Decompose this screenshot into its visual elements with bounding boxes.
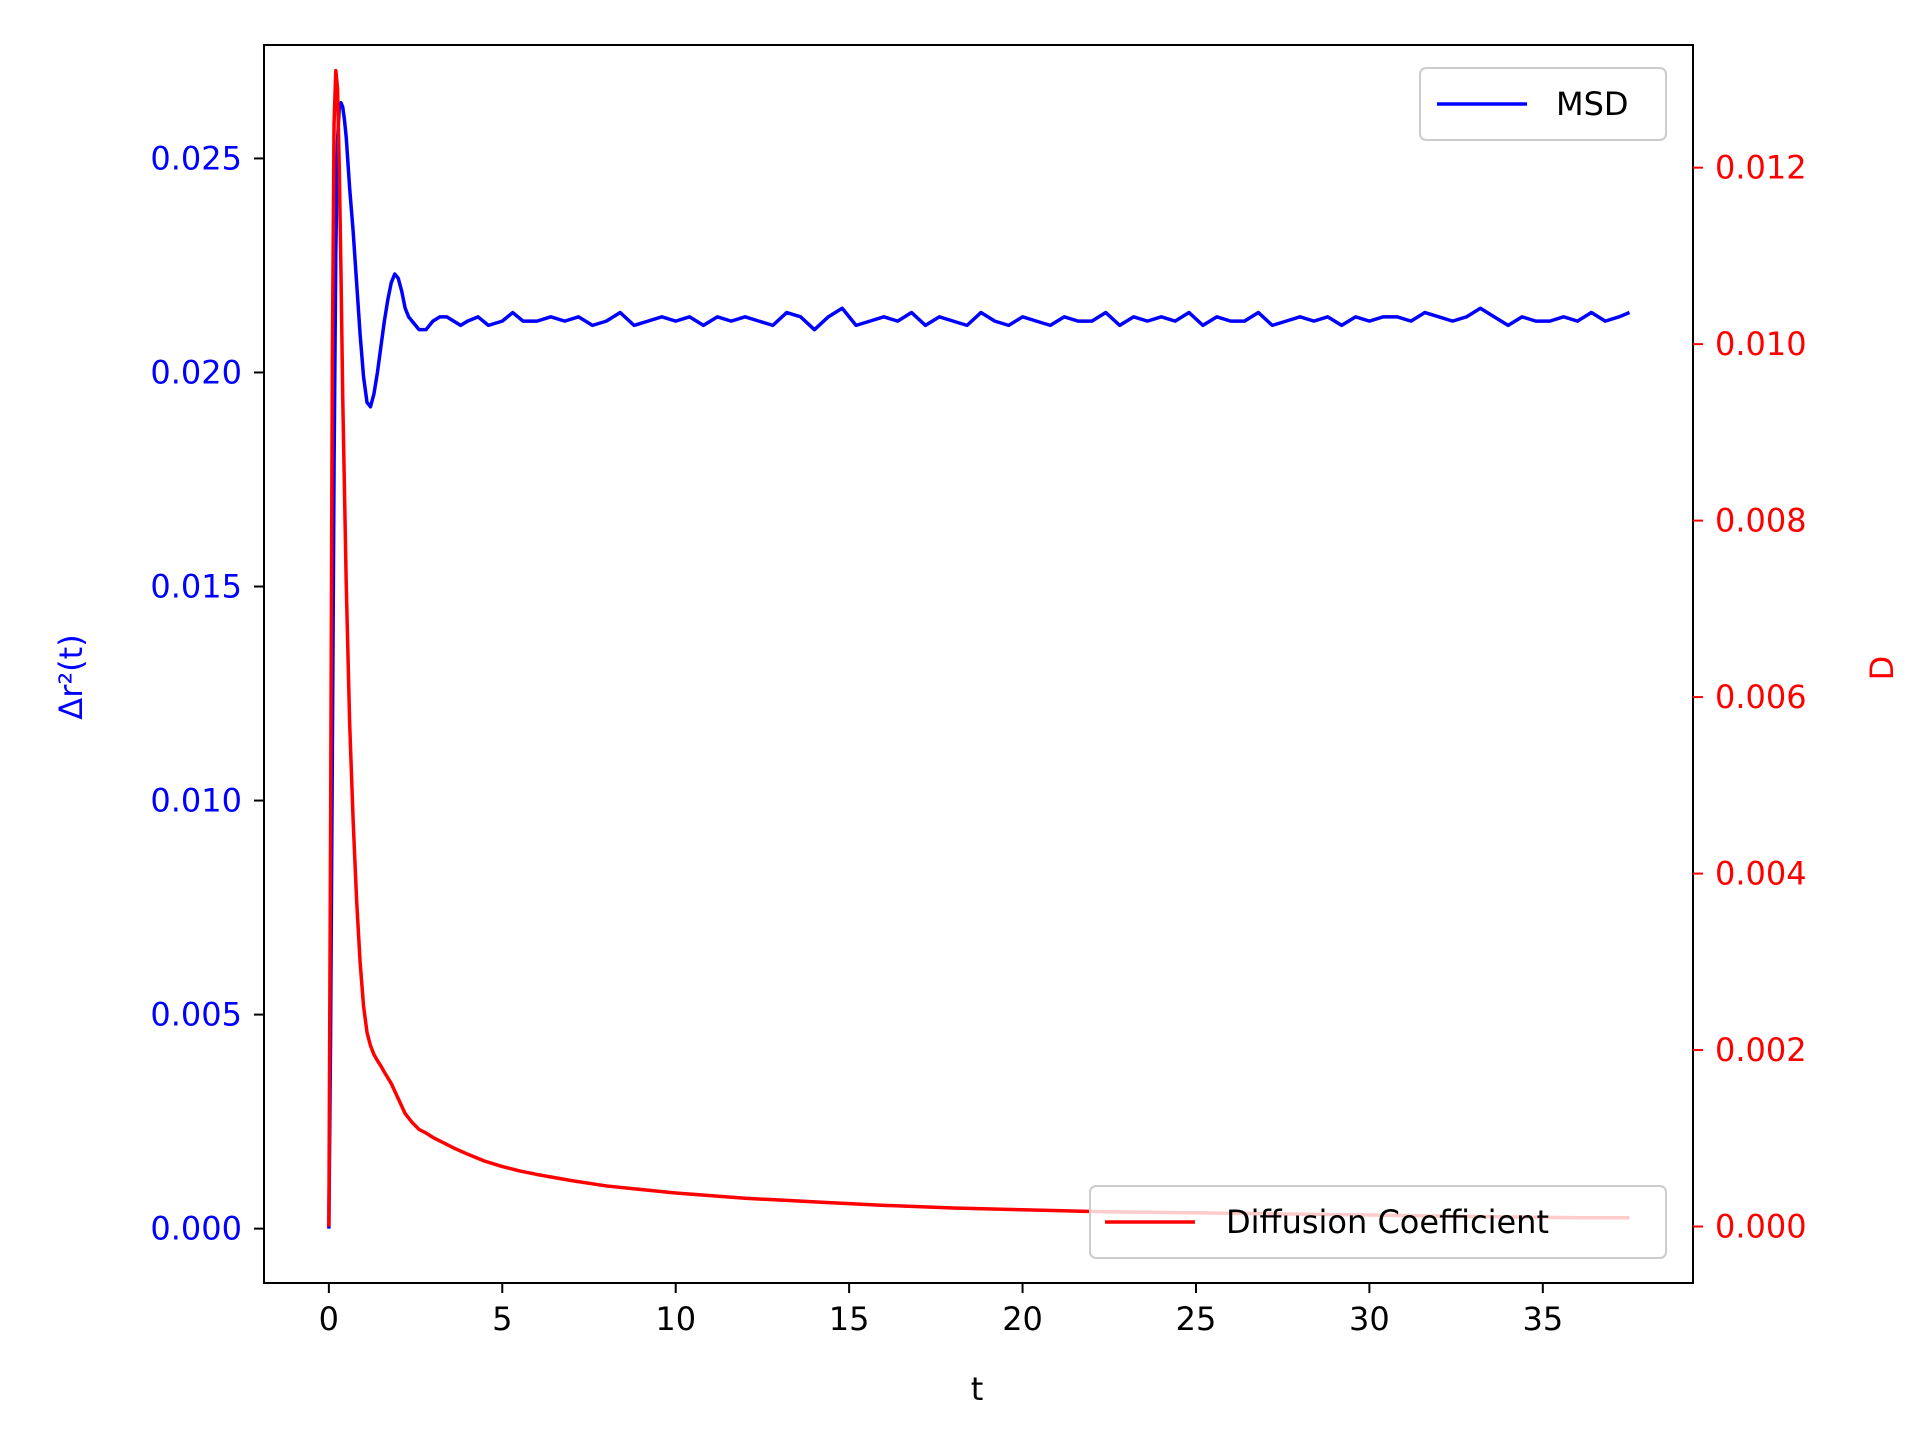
series-layer (327, 68, 1631, 1229)
y-right-tick-label: 0.002 (1715, 1031, 1807, 1069)
legend-diffusion-label: Diffusion Coefficient (1226, 1203, 1549, 1241)
x-tick-label: 5 (492, 1300, 512, 1338)
y-right-axis-title: D (1863, 656, 1901, 681)
y-left-tick-label: 0.015 (150, 568, 242, 606)
y-right-tick-label: 0.012 (1715, 149, 1807, 187)
y-left-tick-label: 0.025 (150, 139, 242, 177)
y-left-tick-label: 0.005 (150, 996, 242, 1034)
x-axis-title: t (971, 1370, 984, 1408)
x-tick-label: 20 (1002, 1300, 1043, 1338)
y-left-axis-title: Δr²(t) (52, 634, 90, 719)
plot-frame (263, 44, 1694, 1284)
x-tick-label: 35 (1522, 1300, 1563, 1338)
y-right-tick-label: 0.010 (1715, 325, 1807, 363)
y-left-tick-label: 0.000 (150, 1210, 242, 1248)
y-right-tick-label: 0.008 (1715, 502, 1807, 540)
y-left-tick-label: 0.020 (150, 353, 242, 391)
y-right-axis-ticks: 0.000 0.002 0.004 0.006 0.008 0.010 0.012 (1693, 149, 1807, 1246)
diffusion-series-line (327, 68, 1630, 1227)
msd-series-line (327, 101, 1631, 1229)
y-left-tick-label: 0.010 (150, 782, 242, 820)
x-tick-label: 10 (655, 1300, 696, 1338)
x-tick-label: 15 (829, 1300, 870, 1338)
y-right-tick-label: 0.006 (1715, 678, 1807, 716)
legend-msd-box (1419, 67, 1667, 141)
legend-msd: MSD (1419, 67, 1667, 141)
y-right-tick-label: 0.000 (1715, 1208, 1807, 1246)
legend-msd-label: MSD (1556, 85, 1629, 123)
x-axis-ticks: 0 5 10 15 20 25 30 35 (319, 1283, 1563, 1338)
x-tick-label: 0 (319, 1300, 339, 1338)
legend-diffusion: Diffusion Coefficient (1089, 1185, 1667, 1259)
x-tick-label: 25 (1176, 1300, 1217, 1338)
x-tick-label: 30 (1349, 1300, 1390, 1338)
y-left-axis-ticks: 0.000 0.005 0.010 0.015 0.020 0.025 (150, 139, 264, 1248)
y-right-tick-label: 0.004 (1715, 855, 1807, 893)
legend-diffusion-box (1089, 1185, 1667, 1259)
